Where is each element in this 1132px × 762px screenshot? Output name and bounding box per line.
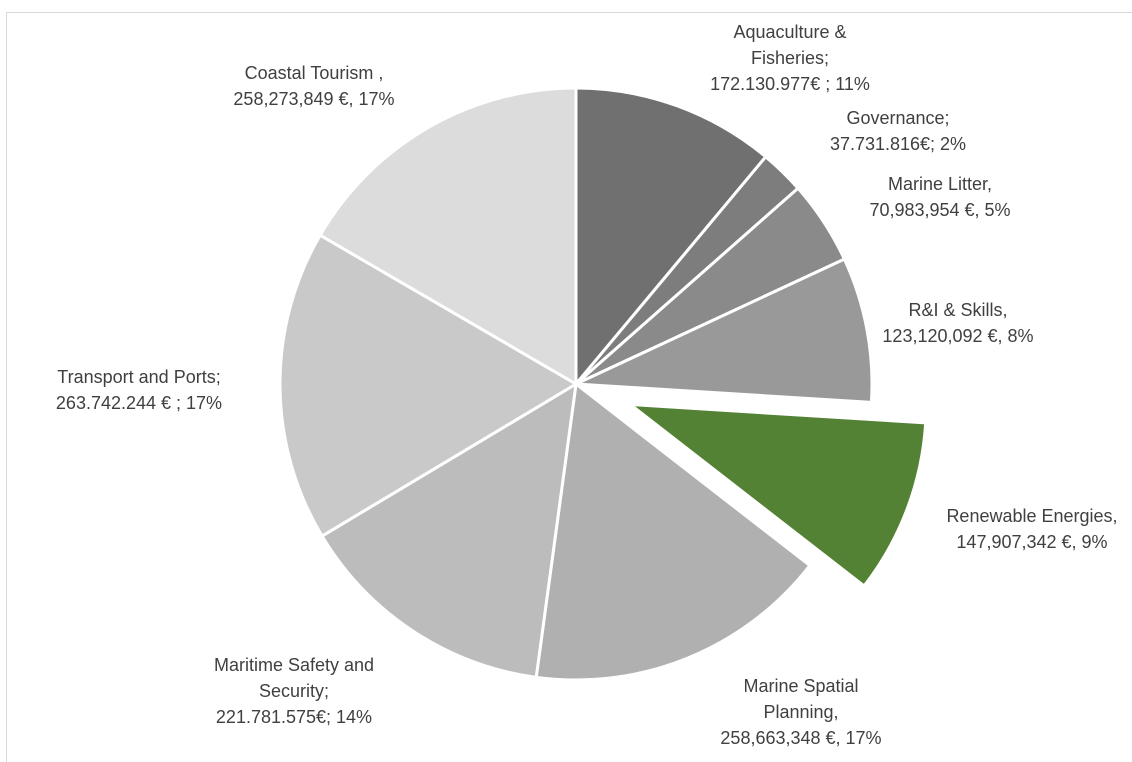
- slice-label-line: 221.781.575€; 14%: [216, 707, 372, 727]
- slice-label: Transport and Ports; 263.742.244 € ; 17%: [56, 367, 222, 413]
- slice-label-line: Marine Litter,: [888, 174, 992, 194]
- slice-label: Marine Spatial Planning, 258,663,348 €, 17…: [720, 676, 881, 748]
- pie-slice-coastal-tourism: [318, 86, 578, 386]
- slice-label-line: Fisheries;: [751, 48, 829, 68]
- slice-label: Aquaculture & Fisheries; 172.130.977€ ; 11…: [710, 22, 870, 94]
- slice-label-line: Governance;: [846, 108, 949, 128]
- slice-label-line: 70,983,954 €, 5%: [869, 200, 1010, 220]
- slice-label-line: 147,907,342 €, 9%: [956, 532, 1107, 552]
- slice-label-line: 172.130.977€ ; 11%: [710, 74, 870, 94]
- slice-label: Renewable Energies, 147,907,342 €, 9%: [946, 506, 1117, 552]
- slice-label: Governance; 37.731.816€; 2%: [830, 108, 966, 154]
- slice-label: R&I & Skills, 123,120,092 €, 8%: [882, 300, 1033, 346]
- slice-label-line: R&I & Skills,: [908, 300, 1007, 320]
- pie-slice-transport-and-ports: [278, 233, 578, 538]
- pie-slice-r-i-skills: [574, 257, 874, 404]
- slice-label-line: Renewable Energies,: [946, 506, 1117, 526]
- slice-label-line: Maritime Safety and: [214, 655, 374, 675]
- slice-label-line: Coastal Tourism ,: [245, 63, 384, 83]
- slice-label-line: 37.731.816€; 2%: [830, 134, 966, 154]
- slice-label-line: Marine Spatial: [743, 676, 858, 696]
- pie-slices: [278, 86, 928, 682]
- slice-label-line: Transport and Ports;: [57, 367, 220, 387]
- slice-label-line: 263.742.244 € ; 17%: [56, 393, 222, 413]
- slice-label: Coastal Tourism , 258,273,849 €, 17%: [233, 63, 394, 109]
- slice-labels: Aquaculture & Fisheries; 172.130.977€ ; 11…: [56, 22, 1118, 748]
- slice-label-line: Aquaculture &: [733, 22, 846, 42]
- pie-slice-marine-spatial-planning: [534, 382, 812, 682]
- slice-label-line: Planning,: [763, 702, 838, 722]
- pie-slice-aquaculture-fisheries: [574, 86, 768, 386]
- slice-label: Maritime Safety and Security; 221.781.575€…: [214, 655, 374, 727]
- slice-label-line: 123,120,092 €, 8%: [882, 326, 1033, 346]
- chart-frame: [6, 12, 1132, 762]
- slice-label-line: Security;: [259, 681, 329, 701]
- pie-slice-renewable-energies: [628, 402, 928, 588]
- slice-label-line: 258,663,348 €, 17%: [720, 728, 881, 748]
- slice-label: Marine Litter, 70,983,954 €, 5%: [869, 174, 1010, 220]
- pie-slice-maritime-safety-and-security: [320, 382, 578, 679]
- slice-label-line: 258,273,849 €, 17%: [233, 89, 394, 109]
